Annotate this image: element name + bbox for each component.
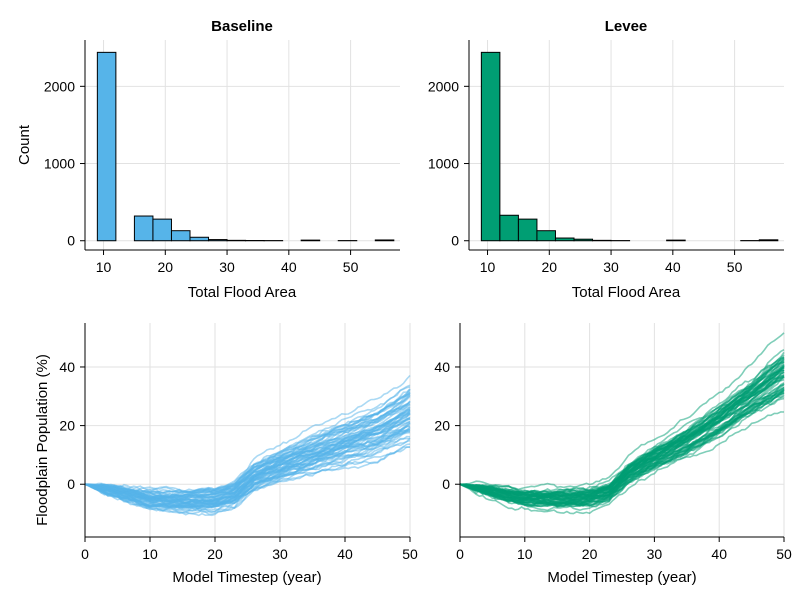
- x-tick-label: 40: [665, 259, 681, 275]
- ticks: [80, 366, 411, 542]
- panel-levee-trajectories: 0 20 40 0 10 20 30 40 50 Model Timestep …: [434, 323, 792, 586]
- x-tick-label: 10: [142, 546, 158, 562]
- x-tick-label: 40: [281, 259, 297, 275]
- x-tick-label: 10: [480, 259, 496, 275]
- series-lines: [459, 332, 785, 515]
- histogram-bar: [758, 239, 779, 242]
- histogram-bar: [536, 230, 556, 242]
- x-tick-label: 20: [542, 259, 558, 275]
- histogram-bar: [189, 236, 210, 242]
- x-tick-label: 0: [81, 546, 89, 562]
- x-tick-label: 30: [272, 546, 288, 562]
- grid: [459, 323, 785, 537]
- bars: [480, 51, 779, 242]
- x-axis-label: Total Flood Area: [188, 284, 297, 301]
- histogram-bar: [499, 214, 519, 242]
- histogram-bar: [666, 239, 686, 242]
- histogram-bar: [517, 218, 538, 242]
- series-line: [84, 392, 411, 495]
- panel-levee-histogram: Levee 0 1000 2000 10 20 30 40 50 Total F…: [428, 18, 784, 301]
- x-tick-label: 0: [456, 546, 464, 562]
- x-tick-label: 50: [402, 546, 418, 562]
- y-tick-label: 2000: [428, 78, 459, 94]
- histogram-bar: [96, 51, 117, 242]
- y-axis-label: Count: [16, 124, 33, 165]
- y-tick-label: 40: [59, 359, 75, 375]
- panel-baseline-trajectories: 0 20 40 0 10 20 30 40 50 Model Timestep …: [34, 323, 418, 586]
- y-tick-label: 1000: [44, 156, 75, 172]
- histogram-bar: [480, 51, 501, 242]
- ticks: [464, 85, 736, 255]
- histogram-bar: [300, 239, 321, 242]
- series-lines: [84, 374, 411, 517]
- y-tick-label: 1000: [428, 156, 459, 172]
- y-tick-label: 0: [67, 233, 75, 249]
- series-line: [84, 374, 411, 493]
- series-line: [459, 411, 785, 515]
- x-tick-label: 50: [343, 259, 359, 275]
- x-tick-label: 40: [711, 546, 727, 562]
- x-tick-label: 20: [207, 546, 223, 562]
- x-tick-label: 10: [96, 259, 112, 275]
- x-tick-label: 30: [219, 259, 235, 275]
- x-tick-label: 40: [337, 546, 353, 562]
- histogram-bar: [152, 218, 172, 242]
- histogram-bar: [554, 237, 575, 242]
- x-tick-label: 20: [158, 259, 174, 275]
- x-axis-label: Model Timestep (year): [547, 569, 696, 586]
- series-line: [459, 365, 785, 500]
- y-tick-label: 20: [59, 418, 75, 434]
- panel-baseline-histogram: Baseline 0 1000 2000 10 20 30 40 50 Tota…: [16, 18, 400, 301]
- series-line: [459, 375, 785, 502]
- y-axis-label: Floodplain Population (%): [34, 354, 51, 526]
- histogram-bar: [374, 239, 395, 242]
- series-line: [84, 413, 411, 505]
- y-tick-label: 2000: [44, 78, 75, 94]
- y-tick-label: 0: [442, 476, 450, 492]
- x-axis-label: Total Flood Area: [572, 284, 681, 301]
- series-line: [459, 388, 785, 504]
- panel-title: Baseline: [211, 18, 273, 35]
- histogram-bar: [170, 230, 191, 242]
- x-tick-label: 30: [647, 546, 663, 562]
- x-tick-label: 10: [517, 546, 533, 562]
- x-axis-label: Model Timestep (year): [172, 569, 321, 586]
- series-line: [84, 446, 411, 515]
- x-tick-label: 50: [727, 259, 743, 275]
- y-tick-label: 20: [434, 418, 450, 434]
- panel-title: Levee: [605, 18, 648, 35]
- bars: [96, 51, 395, 242]
- histogram-bar: [573, 238, 594, 242]
- x-tick-label: 50: [776, 546, 792, 562]
- y-tick-label: 0: [67, 476, 75, 492]
- y-tick-label: 0: [451, 233, 459, 249]
- series-line: [459, 392, 785, 512]
- y-tick-label: 40: [434, 359, 450, 375]
- grid: [85, 40, 400, 250]
- series-line: [84, 430, 411, 509]
- ticks: [80, 85, 352, 255]
- ticks: [455, 366, 785, 542]
- x-tick-label: 20: [582, 546, 598, 562]
- histogram-bar: [133, 215, 154, 242]
- series-line: [459, 366, 785, 501]
- histogram-bar: [208, 239, 228, 242]
- series-line: [84, 437, 411, 511]
- x-tick-label: 30: [603, 259, 619, 275]
